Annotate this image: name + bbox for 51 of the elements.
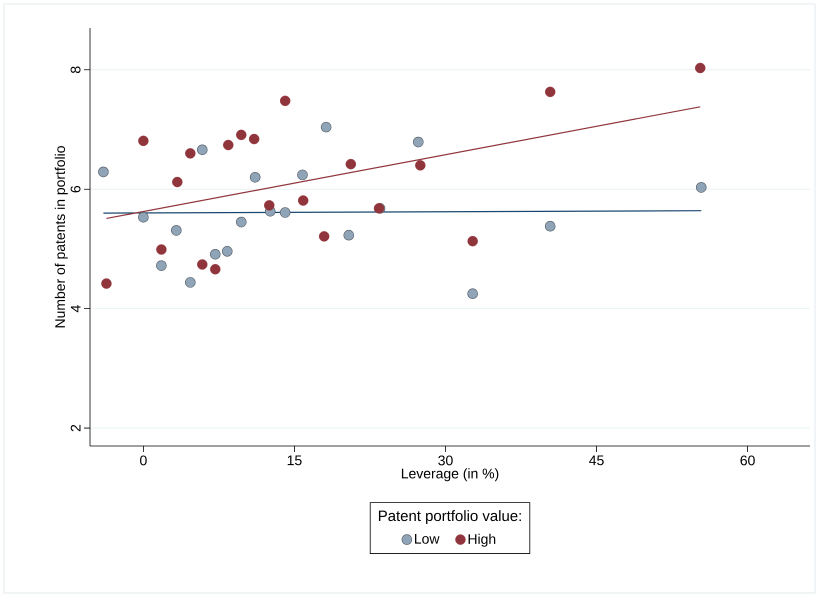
point xyxy=(236,216,247,228)
point xyxy=(544,220,556,232)
point xyxy=(185,277,196,288)
point xyxy=(248,134,260,144)
point xyxy=(197,259,208,270)
point xyxy=(250,172,260,183)
point xyxy=(696,182,707,193)
point xyxy=(297,170,308,180)
point xyxy=(298,195,308,206)
legend-label: High xyxy=(468,534,496,547)
point xyxy=(280,207,290,218)
legend-title: Patent portfolio value: xyxy=(378,510,521,524)
x-tick-label: 30 xyxy=(438,455,453,466)
point xyxy=(415,160,426,171)
x-axis-title: Leverage (in %) xyxy=(402,468,498,482)
y-axis-title: Number of patents in portfolio xyxy=(54,146,68,328)
y-tick-label: 4 xyxy=(70,305,80,312)
point xyxy=(318,231,330,242)
point xyxy=(222,246,233,257)
point xyxy=(264,200,274,211)
point xyxy=(138,212,149,223)
point xyxy=(467,288,478,300)
point xyxy=(346,158,356,170)
point xyxy=(185,148,196,159)
point xyxy=(280,96,290,106)
point xyxy=(545,86,556,98)
point xyxy=(156,244,167,255)
x-tick-label: 60 xyxy=(740,455,755,466)
point xyxy=(171,225,182,236)
y-tick-label: 2 xyxy=(70,424,80,432)
point xyxy=(320,122,332,132)
y-tick-label: 8 xyxy=(70,66,80,74)
legend-label: Low xyxy=(415,534,440,544)
point xyxy=(196,144,208,156)
point xyxy=(138,136,149,146)
point xyxy=(98,166,109,178)
point xyxy=(210,264,220,274)
x-tick-label: 0 xyxy=(140,455,147,466)
point xyxy=(223,140,234,150)
x-tick-label: 15 xyxy=(288,456,302,466)
point xyxy=(236,130,246,140)
point xyxy=(172,176,183,188)
point xyxy=(467,236,478,246)
point xyxy=(156,260,167,271)
point xyxy=(210,249,221,260)
point xyxy=(412,136,424,148)
point xyxy=(101,278,112,289)
point xyxy=(344,230,354,240)
x-tick-label: 45 xyxy=(589,456,604,466)
point xyxy=(695,62,706,74)
y-tick-label: 6 xyxy=(70,186,80,192)
